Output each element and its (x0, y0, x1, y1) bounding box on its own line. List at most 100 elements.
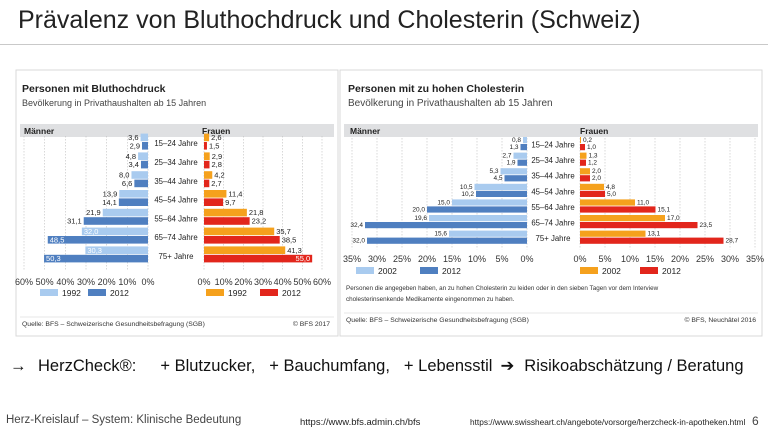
chart2-x-tick-right: 10% (621, 254, 639, 264)
chart1-bar-maenner-1992 (119, 190, 148, 198)
chart2-value-label-frauen-2002: 17,0 (667, 215, 680, 222)
chart1-frame (15, 69, 339, 337)
chart1-bar-maenner-1992 (85, 246, 148, 254)
chart1-x-tick-left: 30% (77, 277, 95, 287)
bold-arrow-right-icon: ➔ (500, 357, 515, 375)
chart2-title: Personen mit zu hohen Cholesterin (348, 83, 524, 95)
chart1-bar-frauen-1992 (204, 133, 210, 142)
chart1-value-label-maenner-1992: 30,3 (87, 246, 102, 255)
chart2-bar-maenner-2002 (523, 137, 527, 144)
chart2-legend-swatch-frauen-2012 (640, 267, 658, 274)
chart1-value-label-frauen-1992: 21,8 (249, 208, 264, 217)
chart1-panel-header-band (20, 124, 334, 137)
chart1-value-label-frauen-2012: 23,2 (252, 217, 267, 226)
chart1-bar-frauen-1992 (204, 171, 213, 179)
footer-source-link-swissheart[interactable]: https://www.swissheart.ch/angebote/vorso… (470, 417, 746, 427)
chart2-panel-label-maenner: Männer (350, 126, 381, 136)
chart1-value-label-maenner-2012: 14,1 (102, 198, 117, 207)
chart1-bar-maenner-2012 (44, 254, 149, 263)
chart1-bar-frauen-2012 (204, 236, 280, 244)
chart2-value-label-maenner-2002: 5,3 (489, 168, 498, 175)
chart2-legend-label-maenner: 2002 (378, 266, 397, 276)
chart1-bar-maenner-2012 (134, 179, 148, 188)
footer-source-link-bfs[interactable]: https://www.bfs.admin.ch/bfs (300, 417, 421, 428)
chart1-source: Quelle: BFS – Schweizerische Gesundheits… (22, 321, 205, 328)
chart1-category-label: 75+ Jahre (159, 252, 194, 261)
chart2-value-label-frauen-2012: 2,0 (592, 175, 601, 182)
chart1-bar-frauen-2012 (204, 254, 313, 263)
chart2-legend-label-maenner: 2012 (442, 266, 461, 276)
chart2-value-label-frauen-2012: 1,0 (587, 144, 596, 151)
chart1-bar-frauen-1992 (204, 190, 227, 198)
chart2-value-label-frauen-2002: 1,3 (589, 153, 598, 160)
slide-title: Prävalenz von Bluthochdruck und Choleste… (18, 6, 641, 34)
chart1-value-label-maenner-2012: 31,1 (67, 217, 82, 226)
chart1-value-label-maenner-1992: 8,0 (119, 171, 129, 180)
chart2-value-label-maenner-2002: 0,8 (512, 137, 521, 144)
chart1-value-label-frauen-2012: 38,5 (282, 235, 297, 244)
chart1-category-label: 45–54 Jahre (154, 196, 197, 205)
chart2-bar-maenner-2012 (365, 222, 527, 229)
chart1-panel-label-frauen: Frauen (202, 126, 230, 136)
chart1-x-tick-right: 20% (234, 277, 252, 287)
chart1-x-tick-right: 40% (274, 277, 292, 287)
chart1-title: Personen mit Bluthochdruck (22, 83, 166, 95)
chart1-x-tick-left: 20% (98, 277, 116, 287)
chart1-value-label-frauen-1992: 35,7 (276, 227, 291, 236)
chart2-category-label: 25–34 Jahre (531, 156, 574, 165)
chart1-x-tick-right: 50% (293, 277, 311, 287)
chart2-value-label-frauen-2002: 11,0 (637, 199, 650, 206)
chart1-bar-maenner-1992 (102, 208, 148, 217)
chart1-bar-frauen-2012 (204, 198, 224, 206)
chart1-x-tick-right: 60% (313, 277, 331, 287)
chart2-value-label-frauen-2002: 2,0 (592, 168, 601, 175)
herzcheck-brand: HerzCheck®: (38, 357, 137, 375)
chart2-bar-frauen-2002 (580, 215, 665, 222)
chart2-value-label-maenner-2002: 2,7 (502, 153, 511, 160)
summary-result: Risikoabschätzung / Beratung (524, 357, 744, 375)
chart2-frame (339, 69, 763, 337)
chart2-note-line-1: Personen die angegeben haben, an zu hohe… (346, 285, 659, 292)
chart1-value-label-frauen-1992: 4,2 (214, 171, 224, 180)
herzcheck-summary: → HerzCheck®: + Blutzucker, + Bauchumfang, +… (10, 356, 762, 376)
chart1-value-label-maenner-2012: 48,5 (50, 235, 65, 244)
chart1-value-label-frauen-1992: 41,3 (287, 246, 302, 255)
footer-topic: Herz-Kreislauf – System: Klinische Bedeu… (6, 414, 242, 426)
chart2-bar-frauen-2012 (580, 206, 656, 213)
chart1-legend-label-maenner: 2012 (110, 288, 129, 298)
chart2-value-label-maenner-2012: 1,9 (506, 160, 515, 167)
chart1-category-label: 65–74 Jahre (154, 233, 197, 242)
chart2-bar-maenner-2002 (449, 230, 527, 237)
chart1-value-label-maenner-1992: 4,8 (126, 152, 136, 161)
chart1-bar-maenner-1992 (131, 171, 148, 179)
chart2-panel-label-frauen: Frauen (580, 126, 608, 136)
chart2-category-label: 35–44 Jahre (531, 172, 574, 181)
chart2-x-tick-left: 10% (468, 254, 486, 264)
chart2-value-label-maenner-2002: 19,6 (414, 215, 427, 222)
chart2-category-label: 15–24 Jahre (531, 141, 574, 150)
chart2-value-label-frauen-2002: 0,2 (583, 137, 592, 144)
chart2-x-tick-left: 25% (393, 254, 411, 264)
chart1-category-label: 55–64 Jahre (154, 214, 197, 223)
chart2-bar-frauen-2012 (580, 190, 605, 197)
chart2-category-label: 45–54 Jahre (531, 187, 574, 196)
chart1-x-tick-left: 60% (15, 277, 33, 287)
chart2-note-line-2: cholesterinsenkende Medikamente eingenom… (346, 296, 515, 303)
chart2-category-label: 75+ Jahre (536, 234, 571, 243)
chart2-value-label-maenner-2012: 4,5 (493, 175, 502, 182)
chart1-legend-label-frauen: 1992 (228, 288, 247, 298)
chart1-bar-maenner-1992 (81, 227, 148, 236)
chart1-legend-swatch-frauen-1992 (206, 289, 224, 296)
chart1-value-label-frauen-2012: 55,0 (296, 254, 311, 263)
chart2-bar-maenner-2012 (367, 237, 527, 244)
chart2-x-tick-right: 15% (646, 254, 664, 264)
chart2-x-tick-right: 20% (671, 254, 689, 264)
chart1-bar-frauen-1992 (204, 152, 210, 160)
chart1-category-label: 15–24 Jahre (154, 139, 197, 148)
arrow-right-icon: → (10, 357, 27, 375)
chart2-bar-frauen-2002 (580, 230, 646, 237)
chart2-bar-frauen-2012 (580, 175, 590, 182)
chart1-value-label-maenner-2012: 50,3 (46, 254, 61, 263)
chart1-value-label-frauen-2012: 2,7 (211, 179, 221, 188)
